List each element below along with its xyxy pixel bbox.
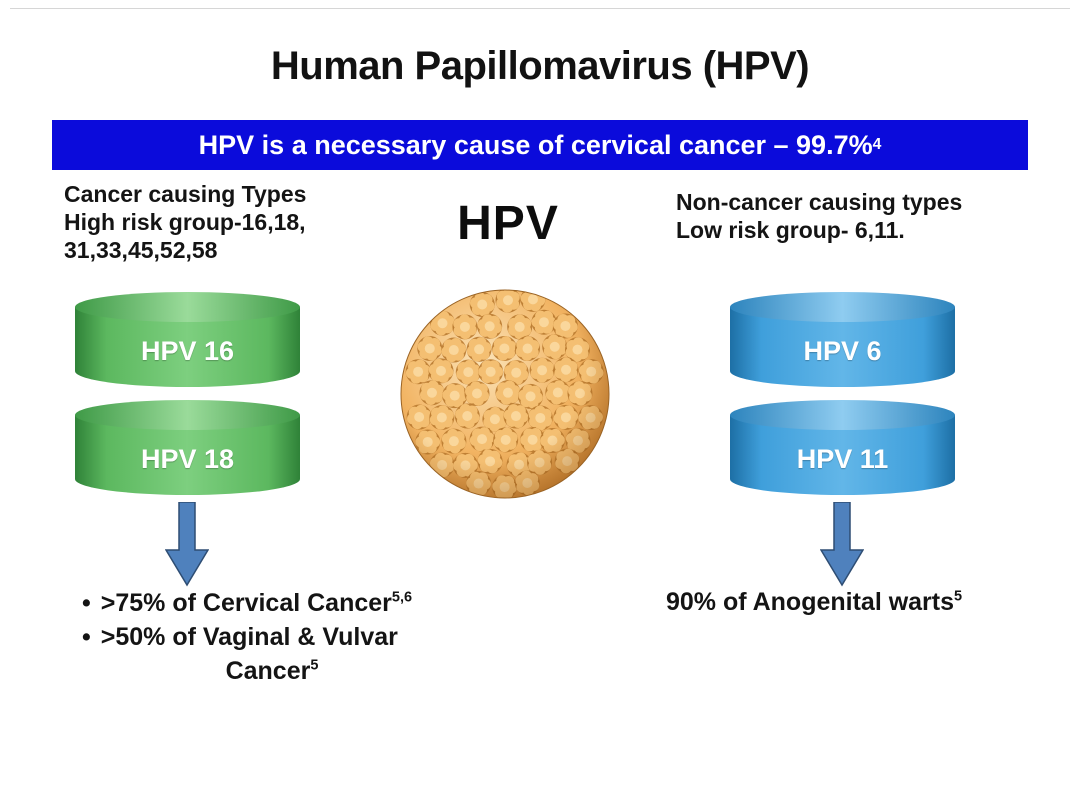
left-down-arrow-shape (164, 501, 210, 587)
bullet-dot: • (82, 623, 91, 651)
cylinder-hpv16: HPV 16 (75, 292, 300, 387)
bullet-dot: • (82, 589, 91, 617)
left-result-line-3: Cancer5 (82, 654, 462, 688)
cylinder-hpv11: HPV 11 (730, 400, 955, 495)
cylinder-top (730, 400, 955, 430)
left-result-1-superscript: 5,6 (391, 589, 413, 606)
cylinder-top (75, 400, 300, 430)
cylinder-hpv6-label: HPV 6 (803, 336, 882, 366)
banner: HPV is a necessary cause of cervical can… (52, 120, 1028, 170)
slide-title: Human Papillomavirus (HPV) (270, 44, 810, 88)
center-hpv-label: HPV (457, 197, 559, 250)
left-result-1-text: >75% of Cervical Cancer (100, 589, 392, 617)
slide-top-edge (10, 8, 1070, 9)
left-down-arrow (164, 501, 210, 587)
left-heading-line-1: Cancer causing Types (64, 181, 307, 207)
right-down-arrow (819, 501, 865, 587)
right-result: 90% of Anogenital warts5 (666, 588, 962, 617)
left-result-3-text: Cancer (225, 657, 311, 685)
left-result-line-2: • >50% of Vaginal & Vulvar (82, 620, 482, 654)
right-column-heading: Non-cancer causing types Low risk group-… (676, 188, 962, 244)
right-heading-line-1: Non-cancer causing types (676, 189, 963, 215)
cylinder-top (730, 292, 955, 322)
cylinder-hpv6: HPV 6 (730, 292, 955, 387)
left-heading-line-3: 31,33,45,52,58 (64, 237, 218, 263)
left-result-2-text: >50% of Vaginal & Vulvar (100, 623, 398, 651)
left-heading-line-2: High risk group-16,18, (64, 209, 306, 235)
cylinder-hpv11-label: HPV 11 (796, 444, 889, 474)
cylinder-hpv18: HPV 18 (75, 400, 300, 495)
hpv-virion-icon (395, 283, 615, 505)
right-heading-line-2: Low risk group- 6,11. (676, 217, 905, 243)
cylinder-top (75, 292, 300, 322)
left-result-3-superscript: 5 (310, 657, 319, 674)
right-result-text: 90% of Anogenital warts (666, 588, 955, 616)
banner-text: HPV is a necessary cause of cervical can… (198, 129, 873, 160)
left-results: • >75% of Cervical Cancer5,6 • >50% of Vag… (82, 586, 482, 688)
right-down-arrow-shape (819, 501, 865, 587)
right-result-superscript: 5 (954, 588, 963, 605)
left-column-heading: Cancer causing Types High risk group-16,… (64, 180, 306, 264)
left-result-line-1: • >75% of Cervical Cancer5,6 (82, 586, 482, 620)
cylinder-hpv16-label: HPV 16 (140, 336, 235, 366)
cylinder-hpv18-label: HPV 18 (140, 444, 235, 474)
hpv-virion-svg (400, 289, 610, 499)
